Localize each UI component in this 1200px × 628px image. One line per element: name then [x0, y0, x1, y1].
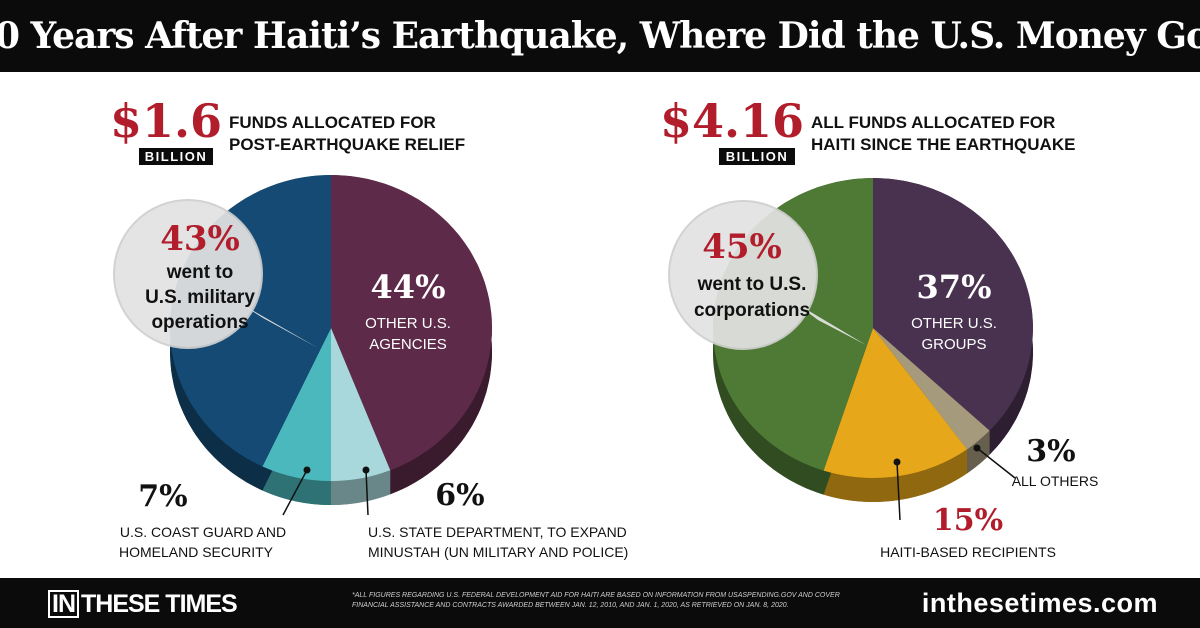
- left-label-state-line1: U.S. STATE DEPARTMENT, TO EXPAND: [368, 524, 627, 540]
- right-callout-bubble: [668, 200, 866, 350]
- left-leader-coast-guard: [282, 466, 311, 516]
- left-label-other-line1: OTHER U.S.: [365, 315, 451, 332]
- right-label-others-pct: 3%: [1026, 434, 1075, 469]
- left-label-other-pct: 44%: [371, 268, 446, 306]
- right-label-groups-line1: OTHER U.S.: [911, 315, 997, 332]
- right-callout-line1: went to U.S.: [697, 274, 807, 295]
- left-amount: $1.6: [110, 94, 223, 148]
- site-link[interactable]: inthesetimes.com: [921, 588, 1158, 618]
- all-funds-slice-other_groups: [873, 178, 1033, 431]
- left-callout-line2: U.S. military: [145, 287, 255, 308]
- right-callout-pct: 45%: [702, 227, 782, 267]
- relief-slice-other_agencies: [331, 175, 493, 471]
- right-label-others-line1: ALL OTHERS: [1012, 473, 1099, 489]
- relief-slice-side-coast_guard: [262, 466, 331, 505]
- right-leader-haiti-based: [893, 458, 901, 521]
- relief-slice-state_dept: [331, 328, 391, 481]
- left-leader-state-dept: [362, 466, 370, 516]
- left-label-state-line2: MINUSTAH (UN MILITARY AND POLICE): [368, 544, 628, 560]
- all-funds-slice-all_others: [873, 328, 990, 450]
- right-heading-line1: ALL FUNDS ALLOCATED FOR: [811, 113, 1056, 132]
- relief-slice-coast_guard: [262, 328, 331, 481]
- right-label-groups-line2: GROUPS: [921, 336, 986, 353]
- left-callout-line1: went to: [166, 262, 234, 283]
- left-callout-bubble: [113, 199, 318, 349]
- left-unit-badge: BILLION: [139, 148, 213, 165]
- all-funds-slice-side-haiti_based: [823, 449, 968, 502]
- page-title: 10 Years After Haiti’s Earthquake, Where…: [0, 15, 1200, 57]
- left-label-coast-pct: 7%: [138, 479, 187, 514]
- left-label-coast-line1: U.S. COAST GUARD AND: [120, 524, 286, 540]
- relief-slice-side-state_dept: [331, 470, 391, 505]
- in-these-times-logo[interactable]: IN THESE TIMES: [48, 589, 238, 618]
- logo-wordmark: THESE TIMES: [81, 589, 238, 618]
- all-funds-slice-side-all_others: [967, 430, 990, 474]
- title-bar: 10 Years After Haiti’s Earthquake, Where…: [0, 0, 1200, 72]
- footer-bar: IN THESE TIMES *ALL FIGURES REGARDING U.…: [0, 578, 1200, 628]
- right-leader-all-others: [973, 444, 1016, 479]
- left-callout-line3: operations: [151, 312, 248, 333]
- right-label-haiti-line1: HAITI-BASED RECIPIENTS: [880, 544, 1056, 560]
- left-heading-line2: POST-EARTHQUAKE RELIEF: [229, 135, 466, 154]
- right-heading-line2: HAITI SINCE THE EARTHQUAKE: [811, 135, 1076, 154]
- left-heading-line1: FUNDS ALLOCATED FOR: [229, 113, 436, 132]
- logo-in-box: IN: [48, 590, 79, 618]
- left-callout-pct: 43%: [160, 219, 240, 259]
- right-unit-badge: BILLION: [719, 148, 795, 165]
- left-label-state-pct: 6%: [435, 478, 484, 513]
- right-label-haiti-pct: 15%: [933, 503, 1003, 538]
- right-callout-line2: corporations: [694, 300, 810, 321]
- left-label-coast-line2: HOMELAND SECURITY: [119, 544, 274, 560]
- right-label-groups-pct: 37%: [917, 268, 992, 306]
- source-footnote: *ALL FIGURES REGARDING U.S. FEDERAL DEVE…: [352, 592, 840, 609]
- right-amount: $4.16: [660, 94, 805, 148]
- left-label-other-line2: AGENCIES: [369, 336, 447, 353]
- all-funds-slice-haiti_based: [823, 328, 968, 479]
